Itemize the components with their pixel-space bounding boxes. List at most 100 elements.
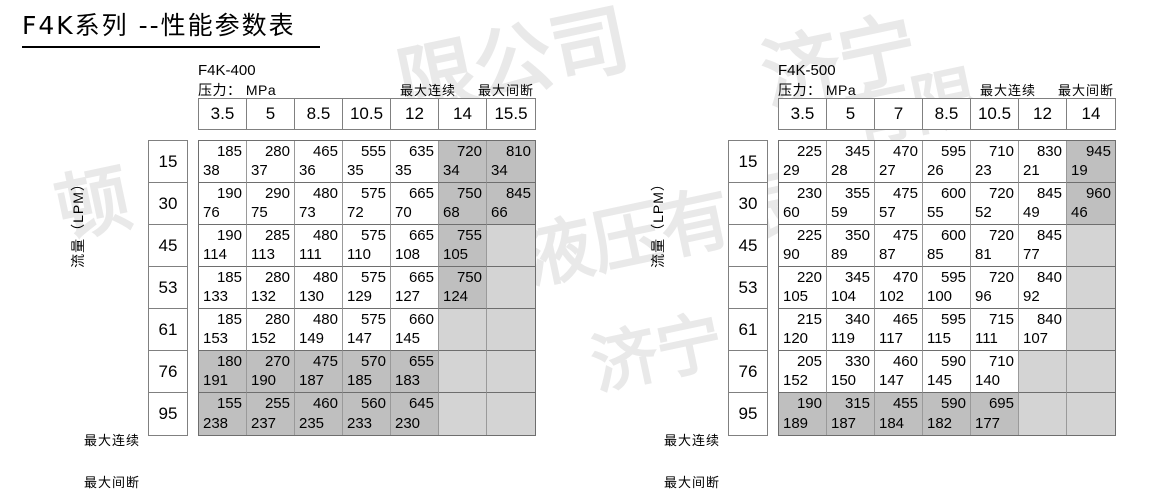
cell-value-torque: 720 [988,269,1014,286]
cell-value-torque: 755 [456,227,482,244]
flow-axis-label: 流量（LPM） [70,176,86,268]
flow-row-label: 15 [729,141,767,183]
cell-value-torque: 720 [456,143,482,160]
data-cell: 960 46 [1067,183,1115,225]
cell-value-speed: 23 [975,162,992,179]
cell-value-speed: 96 [975,288,992,305]
cell-value-speed: 59 [831,204,848,221]
flow-row-label: 45 [149,225,187,267]
cell-value-speed: 100 [927,288,953,305]
data-cell: 575 110 [343,225,391,267]
cell-value-torque: 595 [940,269,966,286]
cell-value-speed: 102 [879,288,905,305]
data-cell: 475 187 [295,351,343,393]
data-cell [487,225,535,267]
cell-value-torque: 595 [940,143,966,160]
data-cell: 575 147 [343,309,391,351]
data-cell: 560 233 [343,393,391,435]
cell-value-speed: 145 [927,372,953,389]
cell-value-torque: 285 [264,227,290,244]
flow-row-label: 95 [149,393,187,435]
cell-value-torque: 185 [216,269,242,286]
data-cell: 190 76 [199,183,247,225]
flow-row-label: 76 [729,351,767,393]
data-cell: 205 152 [779,351,827,393]
cell-value-speed: 66 [491,204,508,221]
cell-value-torque: 470 [892,269,918,286]
data-cell: 715 111 [971,309,1019,351]
data-cell: 480 73 [295,183,343,225]
cell-value-torque: 230 [796,185,822,202]
table-row: 225 29 345 28 470 27 595 26 710 23 830 21 945 19 [779,141,1115,183]
data-cell: 190 114 [199,225,247,267]
cell-value-speed: 111 [299,246,322,263]
data-cell: 480 149 [295,309,343,351]
cell-value-speed: 76 [203,204,220,221]
cell-value-torque: 185 [216,143,242,160]
cell-value-speed: 145 [395,330,421,347]
data-cell: 290 75 [247,183,295,225]
data-cell: 720 81 [971,225,1019,267]
flow-row-label: 30 [149,183,187,225]
data-cell: 845 77 [1019,225,1067,267]
cell-value-speed: 237 [251,415,277,432]
cell-value-speed: 81 [975,246,992,263]
cell-value-speed: 153 [203,330,229,347]
data-cell: 225 29 [779,141,827,183]
data-cell: 595 26 [923,141,971,183]
data-cell: 750 68 [439,183,487,225]
data-cell [487,393,535,435]
table-row: 215 120 340 119 465 117 595 115 715 111 840 107 [779,309,1115,351]
data-cell: 845 49 [1019,183,1067,225]
table-row: 225 90 350 89 475 87 600 85 720 81 845 77 [779,225,1115,267]
data-cell: 155 238 [199,393,247,435]
flow-row-label: 61 [729,309,767,351]
cell-value-speed: 38 [203,162,220,179]
data-cell: 470 102 [875,267,923,309]
cell-value-speed: 19 [1071,162,1088,179]
cell-value-torque: 460 [312,395,338,412]
table-row: 205 152 330 150 460 147 590 145 710 140 [779,351,1115,393]
cell-value-speed: 60 [783,204,800,221]
data-cell: 470 27 [875,141,923,183]
cell-value-torque: 590 [940,395,966,412]
data-grid: 225 29 345 28 470 27 595 26 710 23 830 21 945 19 230 60… [778,140,1116,436]
pressure-header-cell: 5 [827,99,875,129]
data-cell: 215 120 [779,309,827,351]
data-cell: 190 189 [779,393,827,435]
cell-value-speed: 37 [251,162,268,179]
cell-value-speed: 46 [1071,204,1088,221]
pressure-header-cell: 10.5 [971,99,1019,129]
data-cell: 330 150 [827,351,875,393]
cell-value-torque: 590 [940,353,966,370]
cell-value-torque: 960 [1085,185,1111,202]
watermark-text: 济宁 [584,301,730,405]
cell-value-torque: 460 [892,353,918,370]
data-cell: 590 182 [923,393,971,435]
cell-value-torque: 695 [988,395,1014,412]
cell-value-torque: 190 [216,227,242,244]
data-cell: 185 133 [199,267,247,309]
flow-row-label: 53 [729,267,767,309]
data-cell: 480 111 [295,225,343,267]
cell-value-speed: 235 [299,415,325,432]
flow-row-label-column: 15 30 45 53 61 76 95 [148,140,188,436]
cell-value-torque: 840 [1036,311,1062,328]
data-cell: 460 235 [295,393,343,435]
pressure-header-cell: 12 [391,99,439,129]
cell-value-torque: 600 [940,185,966,202]
cell-value-speed: 183 [395,372,421,389]
data-cell: 340 119 [827,309,875,351]
flow-row-label: 61 [149,309,187,351]
data-cell: 840 92 [1019,267,1067,309]
cell-value-torque: 350 [844,227,870,244]
cell-value-torque: 330 [844,353,870,370]
cell-value-speed: 187 [831,415,857,432]
model-name: F4K-400 [198,62,256,79]
data-cell: 665 108 [391,225,439,267]
data-cell: 255 237 [247,393,295,435]
cell-value-torque: 710 [988,353,1014,370]
data-cell: 830 21 [1019,141,1067,183]
data-grid: 185 38 280 37 465 36 555 35 635 35 720 34 810 34 190 76… [198,140,536,436]
data-cell: 570 185 [343,351,391,393]
